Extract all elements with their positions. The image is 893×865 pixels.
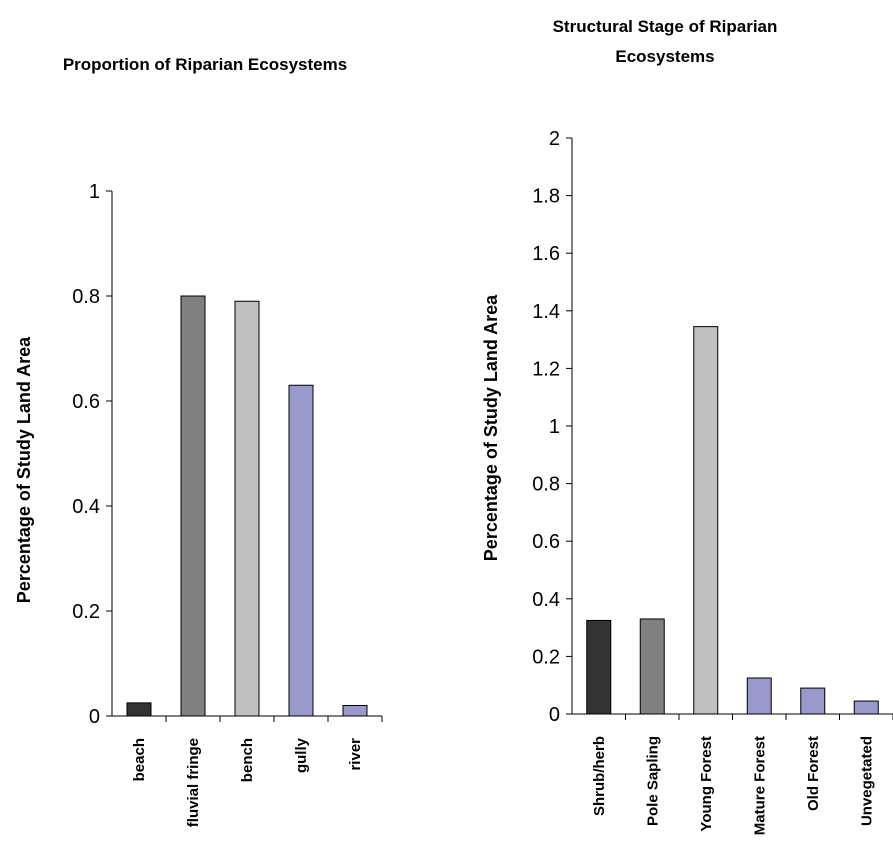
y-tick-label: 0.2 bbox=[72, 601, 100, 623]
bar-6 bbox=[853, 700, 879, 715]
x-tick-label: Pole Sapling bbox=[644, 736, 661, 826]
x-tick-label: Shrub/herb bbox=[591, 736, 608, 816]
y-axis-label: Percentage of Study Land Area bbox=[481, 294, 501, 561]
y-tick-label: 0.8 bbox=[72, 286, 100, 308]
y-tick-label: 1.6 bbox=[532, 243, 560, 265]
chart-plot: 0 0.2 0.4 0.6 0.8 1 1.2 1.4 1.6 1.8 2 Percentage of… bbox=[481, 128, 893, 835]
chart-plot: 0 0.2 0.4 0.6 0.8 1 Percentage of Study Land A… bbox=[14, 181, 383, 827]
y-tick-label: 1.2 bbox=[532, 358, 560, 380]
chart-structural-stage: Structural Stage of Riparian Ecosystems … bbox=[440, 0, 893, 865]
y-tick-label: 2 bbox=[549, 128, 560, 150]
x-tick-label: Young Forest bbox=[698, 736, 715, 832]
y-tick-label: 1 bbox=[89, 181, 100, 203]
bar-5 bbox=[342, 705, 368, 717]
chart-title: Proportion of Riparian Ecosystems bbox=[62, 55, 348, 74]
y-tick-label: 0.6 bbox=[72, 391, 100, 413]
y-tick-label: 1.8 bbox=[532, 186, 560, 208]
x-tick-label: gully bbox=[293, 737, 310, 773]
bar-3 bbox=[693, 326, 719, 715]
y-tick-label: 0.6 bbox=[532, 531, 560, 553]
y-tick-label: 0.4 bbox=[532, 589, 560, 611]
x-tick-label: river bbox=[347, 738, 364, 771]
x-tick-label: bench bbox=[239, 738, 256, 782]
x-tick-label: Mature Forest bbox=[751, 736, 768, 835]
chart-title: Structural Stage of Riparian Ecosystems bbox=[552, 17, 778, 66]
x-tick-label: beach bbox=[131, 738, 148, 781]
x-tick-label: Unvegetated bbox=[858, 736, 875, 826]
y-tick-label: 0.8 bbox=[532, 474, 560, 496]
bar-5 bbox=[800, 687, 826, 715]
bar-4 bbox=[288, 384, 314, 717]
x-tick-label: Old Forest bbox=[805, 736, 822, 811]
bar-2 bbox=[639, 618, 665, 715]
y-tick-label: 0 bbox=[89, 706, 100, 728]
y-tick-label: 1 bbox=[549, 416, 560, 438]
bar-2 bbox=[180, 295, 206, 717]
y-tick-label: 0.2 bbox=[532, 646, 560, 668]
y-tick-label: 1.4 bbox=[532, 301, 560, 323]
y-tick-label: 0 bbox=[549, 704, 560, 726]
chart-riparian-ecosystems: Proportion of Riparian Ecosystems 0 0.2 0.… bbox=[0, 0, 440, 865]
bar-4 bbox=[746, 677, 772, 715]
bar-1 bbox=[586, 619, 612, 715]
y-axis-label: Percentage of Study Land Area bbox=[14, 336, 34, 603]
x-tick-label: fluvial fringe bbox=[185, 738, 202, 827]
bar-3 bbox=[234, 300, 260, 717]
y-tick-label: 0.4 bbox=[72, 496, 100, 518]
bar-1 bbox=[126, 702, 152, 717]
